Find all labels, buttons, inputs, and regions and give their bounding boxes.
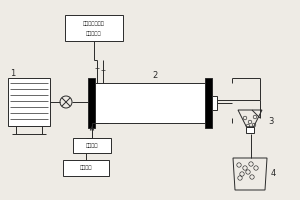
Bar [65,15,123,41]
Bar [95,83,205,123]
Bar [205,78,212,128]
Text: 4: 4 [271,170,276,178]
Bar [63,160,109,176]
Text: 进料液罐: 进料液罐 [80,166,92,170]
Text: 精盐、硕盐、纱: 精盐、硕盐、纱 [83,21,105,25]
Text: 核层温度: 核层温度 [86,143,98,148]
Bar [88,78,95,128]
Bar [212,96,217,110]
Bar [8,78,50,126]
Text: 盐混合液罐: 盐混合液罐 [86,30,102,36]
Text: 3: 3 [268,117,273,127]
Bar [246,127,254,133]
Text: 1: 1 [10,68,15,77]
Bar [73,138,111,153]
Text: 2: 2 [152,71,158,79]
